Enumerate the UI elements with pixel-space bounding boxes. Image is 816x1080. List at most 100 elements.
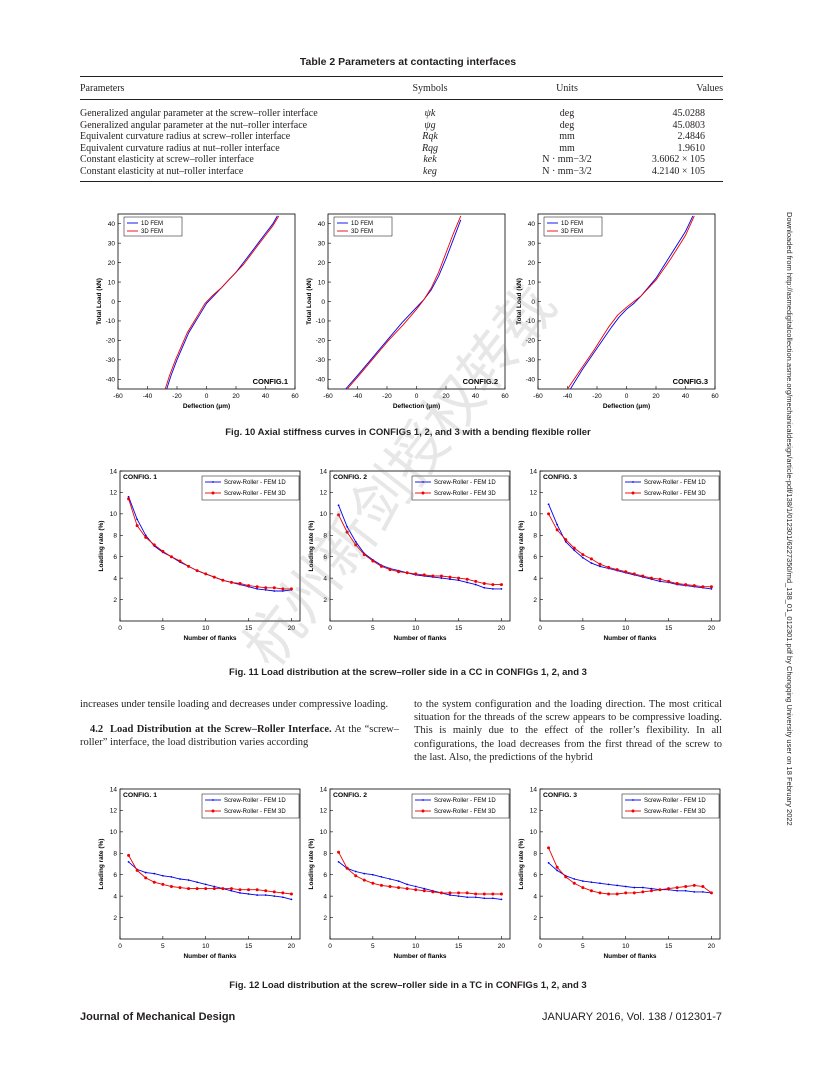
- table-cell-value: 45.0288: [672, 108, 706, 119]
- chart-title: CONFIG. 2: [333, 792, 367, 799]
- data-point: [281, 891, 285, 895]
- y-tick-label: 10: [320, 511, 328, 518]
- y-axis-label: Loading rate (%): [518, 521, 525, 572]
- legend-label-2: Screw-Roller - FEM 3D: [434, 809, 496, 815]
- data-point: [500, 587, 503, 590]
- x-tick-label: -20: [592, 393, 602, 400]
- data-point: [650, 887, 653, 890]
- data-point: [169, 555, 173, 559]
- x-tick-label: 40: [262, 393, 270, 400]
- table-row: Generalized angular parameter at the scr…: [80, 108, 723, 120]
- data-point: [213, 885, 216, 888]
- body-column-left: increases under tensile loading and decr…: [80, 698, 399, 750]
- legend-label-1: 1D FEM: [561, 221, 583, 227]
- y-tick-label: 14: [530, 468, 538, 475]
- data-point: [615, 568, 619, 572]
- paragraph-right: to the system configuration and the load…: [414, 699, 722, 763]
- data-point: [624, 885, 627, 888]
- y-tick-label: 6: [533, 554, 537, 561]
- x-axis-label: Number of flanks: [603, 953, 656, 960]
- data-point: [466, 896, 469, 899]
- table-cell-symbol: ψg: [424, 119, 436, 131]
- data-point: [466, 581, 469, 584]
- data-point: [345, 866, 349, 870]
- y-tick-label: 4: [113, 575, 117, 582]
- data-point: [406, 883, 409, 886]
- x-axis-label: Number of flanks: [393, 953, 446, 960]
- data-point: [273, 590, 276, 592]
- y-tick-label: 0: [111, 299, 115, 306]
- data-point: [676, 889, 679, 892]
- data-point: [491, 897, 494, 900]
- data-point: [196, 881, 199, 884]
- section-title: Load Distribution at the Screw–Roller In…: [109, 724, 332, 736]
- data-point: [221, 578, 225, 582]
- legend-box: [333, 216, 393, 237]
- x-tick-label: 60: [291, 393, 299, 400]
- data-point: [590, 881, 593, 884]
- data-point: [483, 586, 486, 589]
- x-axis-label: Deflection (μm): [183, 403, 230, 410]
- data-point: [397, 886, 401, 890]
- data-point: [598, 891, 602, 895]
- data-point: [692, 883, 696, 887]
- legend-marker-1: [212, 481, 214, 483]
- data-point: [684, 889, 687, 892]
- data-point: [362, 878, 366, 882]
- fig11-chart-config3: 0 5 10 15 20 2 4 6 8 10 12 14 Number of flanks Loadin…: [518, 468, 721, 642]
- col-header-values: Values: [696, 83, 723, 94]
- legend-box: [201, 793, 300, 819]
- fig11-caption: Fig. 11 Load distribution at the screw–r…: [229, 667, 587, 678]
- data-point: [684, 885, 688, 888]
- data-point: [572, 546, 576, 550]
- legend-label-1: Screw-Roller - FEM 1D: [434, 480, 496, 486]
- legend-marker-1: [422, 481, 424, 483]
- data-point: [405, 887, 409, 891]
- table-cell-symbol: kek: [423, 154, 437, 166]
- series-line-1: [345, 219, 462, 390]
- data-point: [152, 880, 156, 884]
- fig12-caption: Fig. 12 Load distribution at the screw–r…: [229, 980, 587, 991]
- y-tick-label: -10: [526, 318, 536, 325]
- data-point: [701, 890, 704, 893]
- x-tick-label: 20: [498, 625, 506, 632]
- x-tick-label: 5: [161, 625, 165, 632]
- data-point: [581, 553, 585, 557]
- table-row: Constant elasticity at screw–roller inte…: [80, 154, 723, 166]
- y-tick-label: -30: [526, 357, 536, 364]
- data-point: [169, 885, 173, 888]
- data-point: [710, 587, 713, 590]
- data-point: [144, 535, 148, 539]
- data-point: [255, 888, 259, 892]
- x-tick-label: 20: [288, 943, 296, 950]
- data-point: [474, 896, 477, 899]
- data-point: [449, 578, 451, 581]
- y-tick-label: 4: [533, 575, 537, 582]
- footer-issue: JANUARY 2016, Vol. 138 / 012301-7: [542, 1011, 722, 1023]
- data-point: [281, 590, 284, 592]
- table-top-rule: [80, 76, 723, 77]
- data-point: [273, 895, 276, 898]
- data-point: [144, 871, 147, 874]
- x-axis-label: Number of flanks: [183, 635, 236, 642]
- data-point: [573, 878, 576, 880]
- col-header-units: Units: [556, 83, 578, 94]
- x-tick-label: 15: [665, 625, 673, 632]
- legend-marker-2: [631, 809, 635, 813]
- x-tick-label: 10: [202, 625, 210, 632]
- y-tick-label: -40: [316, 377, 326, 384]
- series-line-1: [548, 862, 712, 894]
- data-point: [491, 892, 495, 896]
- fig10-chart-config1: -60 -40 -20 0 20 40 60 -40 -30 -20 -10 0 10 20 30 40 Def…: [96, 213, 299, 410]
- y-tick-label: 40: [318, 221, 326, 228]
- table-cell-unit: deg: [559, 108, 575, 119]
- y-tick-label: 10: [110, 829, 118, 836]
- data-point: [354, 874, 358, 878]
- data-point: [555, 865, 559, 869]
- legend-marker-1: [632, 799, 634, 801]
- x-tick-label: -40: [353, 393, 363, 400]
- data-point: [457, 579, 460, 582]
- fig10-caption: Fig. 10 Axial stiffness curves in CONFIG…: [225, 427, 591, 438]
- series-line-1: [338, 861, 502, 900]
- data-point: [439, 574, 443, 578]
